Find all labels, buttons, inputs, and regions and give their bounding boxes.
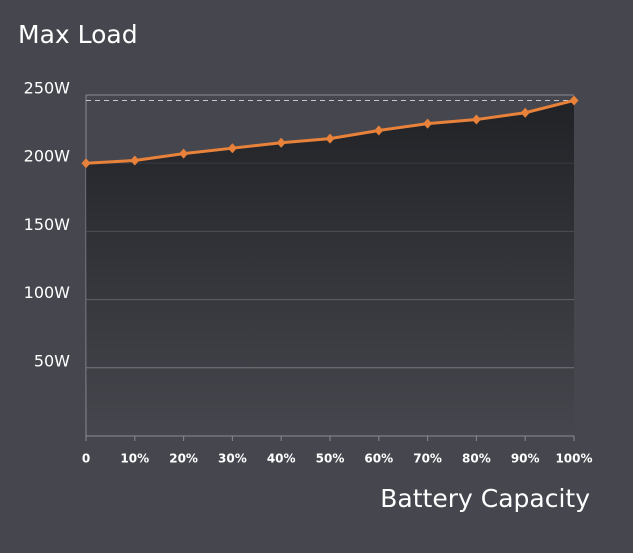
x-tick-label: 90% — [511, 452, 540, 466]
x-tick-label: 30% — [218, 452, 247, 466]
x-tick-label: 0 — [82, 452, 90, 466]
point — [374, 125, 384, 136]
point — [81, 158, 91, 169]
y-tick-label: 50W — [34, 351, 70, 370]
point — [276, 137, 286, 148]
point — [130, 155, 140, 166]
x-tick-label: 10% — [120, 452, 149, 466]
x-axis-label: Battery Capacity — [380, 484, 590, 513]
area-fill — [86, 100, 574, 437]
chart-title: Max Load — [18, 20, 138, 49]
y-tick-label: 200W — [24, 147, 71, 166]
x-tick-label: 70% — [413, 452, 442, 466]
x-tick-label: 100% — [555, 452, 592, 466]
y-tick-label: 100W — [24, 283, 71, 302]
x-tick-label: 60% — [364, 452, 393, 466]
point — [423, 118, 433, 129]
point — [520, 107, 530, 118]
x-tick-label: 20% — [169, 452, 198, 466]
point — [227, 143, 237, 154]
y-tick-label: 150W — [24, 215, 71, 234]
y-tick-label: 250W — [24, 79, 71, 98]
x-tick-label: 40% — [267, 452, 296, 466]
x-tick-label: 80% — [462, 452, 491, 466]
point — [471, 114, 481, 125]
point — [569, 95, 579, 106]
point — [325, 133, 335, 144]
x-tick-label: 50% — [316, 452, 345, 466]
point — [179, 148, 189, 159]
